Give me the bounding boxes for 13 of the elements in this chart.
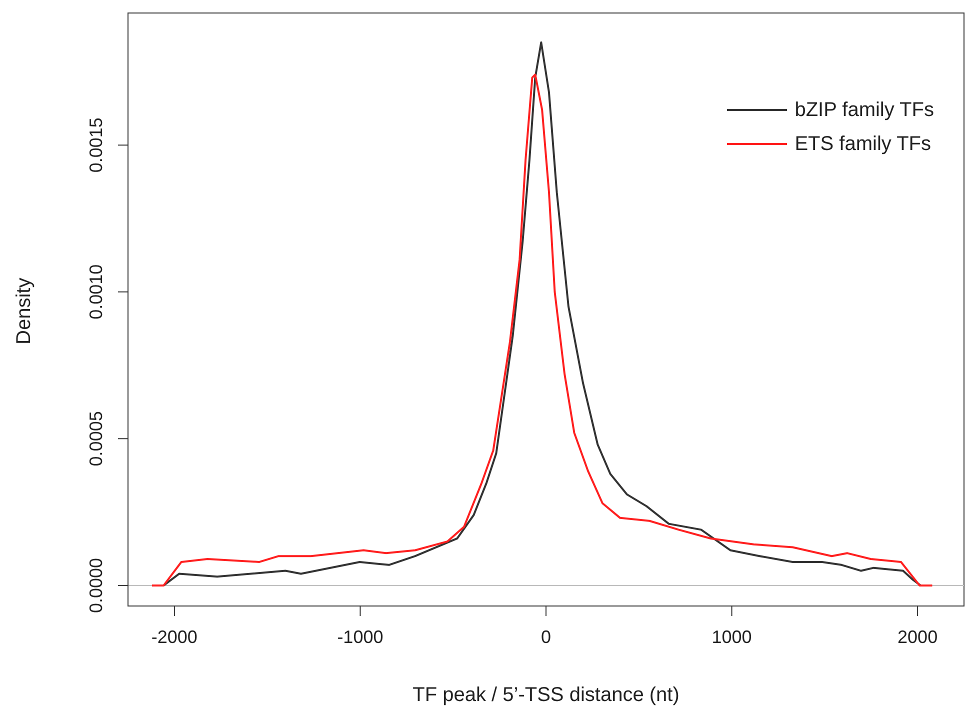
x-tick-label: -2000: [151, 626, 198, 647]
x-tick-label: 0: [540, 626, 552, 647]
y-tick-label: 0.0015: [86, 118, 106, 173]
legend-label: bZIP family TFs: [794, 98, 934, 122]
legend-label: ETS family TFs: [794, 132, 932, 156]
y-tick-label: 0.0005: [86, 411, 106, 466]
x-axis-title: TF peak / 5’-TSS distance (nt): [412, 684, 680, 706]
y-axis-title: Density: [13, 278, 36, 344]
x-tick-label: 2000: [898, 626, 938, 647]
y-tick-label: 0.0010: [86, 264, 106, 320]
x-tick-label: -1000: [337, 626, 384, 647]
y-tick-label: 0.0000: [86, 558, 106, 613]
x-tick-label: 1000: [712, 626, 752, 647]
